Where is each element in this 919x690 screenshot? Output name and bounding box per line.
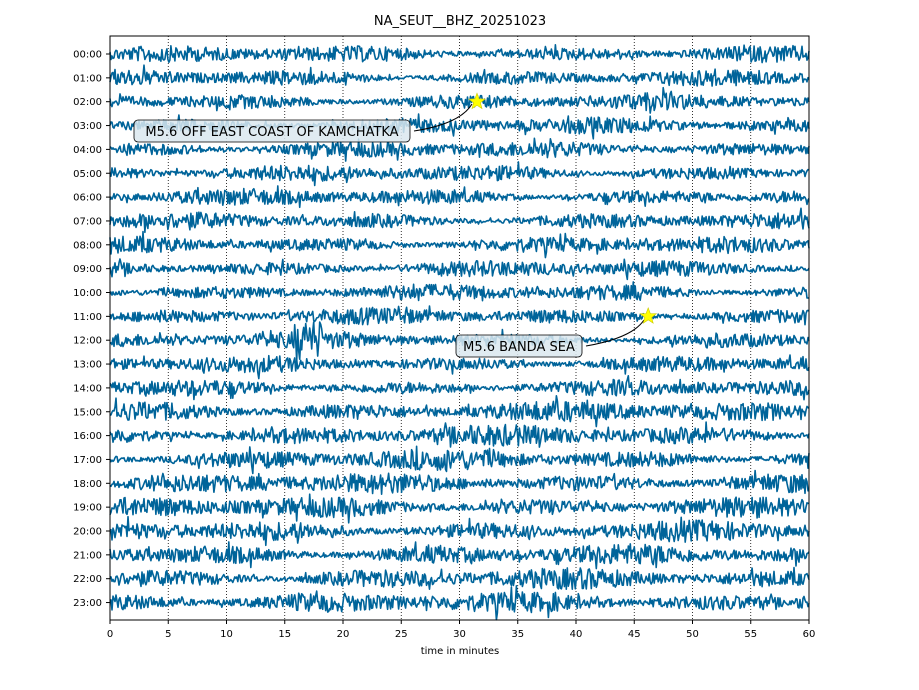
y-tick-label: 19:00 [73,503,102,514]
x-tick-label: 25 [395,629,408,640]
y-tick-label: 14:00 [73,383,102,394]
x-axis-ticks: 0 5 10 15 20 25 30 35 40 45 50 55 60 [107,620,816,640]
y-tick-label: 08:00 [73,240,102,251]
y-tick-label: 22:00 [73,574,102,585]
y-tick-label: 07:00 [73,216,102,227]
y-tick-label: 03:00 [73,121,102,132]
y-axis-ticks: 00:00 01:00 02:00 03:00 04:00 05:00 06:00 07:00… [73,50,110,610]
trace-line-08:00 [110,232,809,258]
y-tick-label: 09:00 [73,264,102,275]
annotation-label: M5.6 OFF EAST COAST OF KAMCHATKA [145,125,398,140]
x-tick-label: 20 [337,629,350,640]
x-tick-label: 60 [803,629,816,640]
y-tick-label: 01:00 [73,73,102,84]
y-tick-label: 00:00 [73,50,102,61]
x-tick-label: 10 [220,629,233,640]
x-tick-label: 0 [107,629,113,640]
x-tick-label: 15 [278,629,291,640]
y-tick-label: 10:00 [73,288,102,299]
x-axis-label: time in minutes [421,646,500,657]
x-tick-label: 35 [511,629,524,640]
y-tick-label: 12:00 [73,336,102,347]
trace-line-15:00 [110,396,809,427]
trace-line-16:00 [110,422,809,447]
y-tick-label: 16:00 [73,431,102,442]
chart-title: NA_SEUT__BHZ_20251023 [374,14,546,29]
y-tick-label: 06:00 [73,193,102,204]
x-tick-label: 30 [453,629,466,640]
y-tick-label: 04:00 [73,145,102,156]
y-tick-label: 23:00 [73,598,102,609]
event-star-marker [640,308,656,323]
trace-line-00:00 [110,45,809,63]
x-tick-label: 55 [744,629,757,640]
x-tick-label: 40 [570,629,583,640]
x-tick-label: 45 [628,629,641,640]
y-tick-label: 21:00 [73,550,102,561]
x-tick-label: 5 [165,629,171,640]
y-tick-label: 18:00 [73,479,102,490]
x-tick-label: 50 [686,629,699,640]
y-tick-label: 20:00 [73,527,102,538]
event-star-marker [469,93,485,108]
trace-line-02:00 [110,88,809,113]
y-tick-label: 05:00 [73,169,102,180]
trace-line-20:00 [110,517,809,546]
y-tick-label: 02:00 [73,97,102,108]
annotation-label: M5.6 BANDA SEA [463,340,575,355]
y-tick-label: 11:00 [73,312,102,323]
y-tick-label: 17:00 [73,455,102,466]
trace-line-23:00 [110,586,809,620]
y-tick-label: 15:00 [73,407,102,418]
y-tick-label: 13:00 [73,360,102,371]
